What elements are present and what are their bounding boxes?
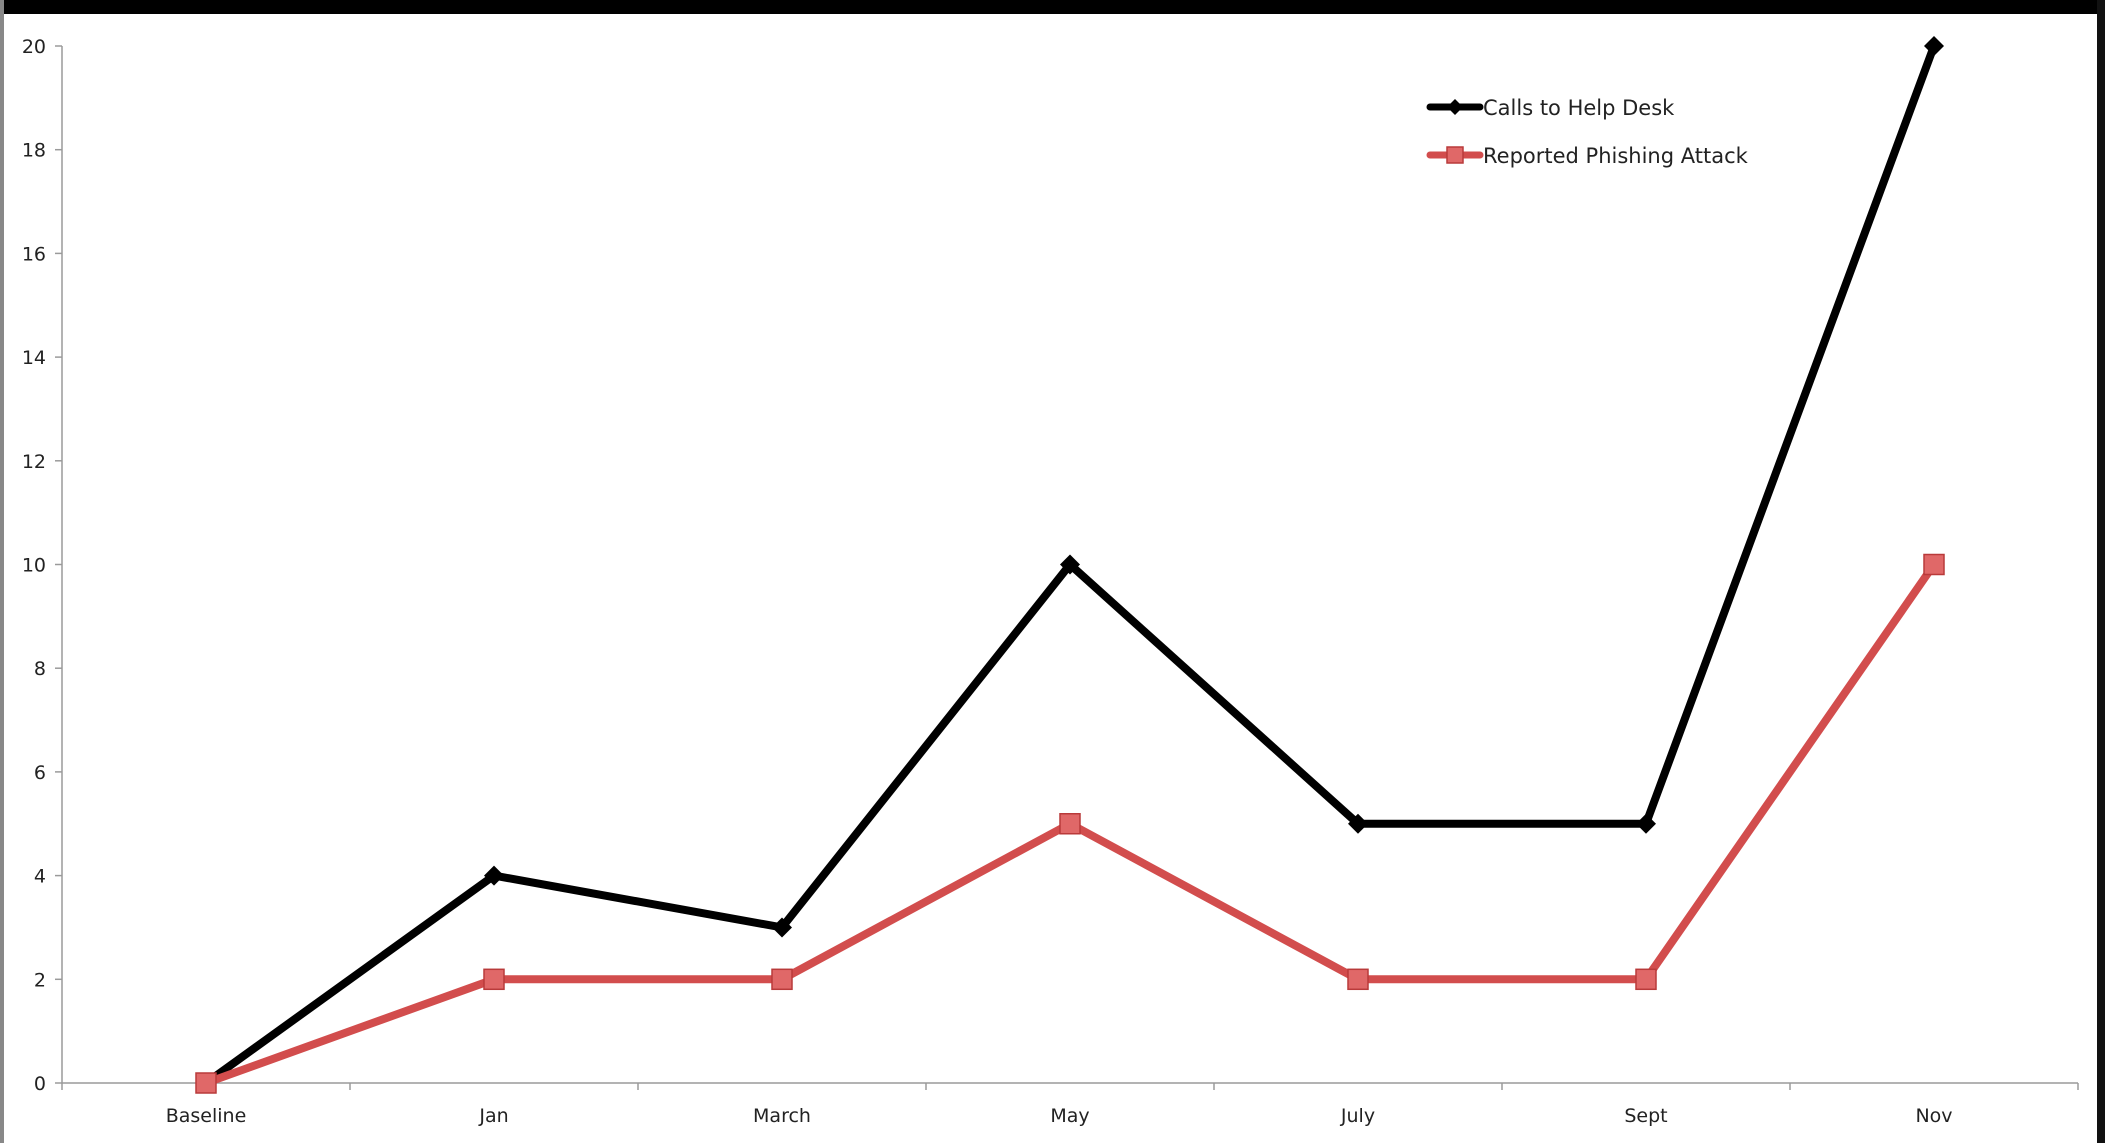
y-tick-label: 8 [34,658,46,680]
top-bar [0,0,2105,14]
y-axis: 0 2 4 6 8 10 12 14 16 18 20 [22,36,63,1095]
data-point [1635,968,1657,991]
y-tick-label: 10 [22,555,46,577]
x-tick-label: Baseline [166,1105,247,1127]
legend-label: Calls to Help Desk [1483,96,1675,120]
y-tick-label: 14 [22,347,46,369]
legend-label: Reported Phishing Attack [1483,144,1749,168]
legend: Calls to Help Desk Reported Phishing Atta… [1426,96,1749,168]
x-tick-label: Nov [1915,1105,1952,1127]
legend-swatch-marker [1447,99,1463,115]
y-tick-label: 4 [34,866,46,888]
right-border [2097,0,2105,1143]
data-point [1923,553,1945,576]
y-tick-label: 18 [22,140,46,162]
data-point [772,917,792,938]
x-tick-label: Jan [478,1105,508,1127]
y-tick-label: 16 [22,243,46,265]
data-point [484,865,504,886]
data-point [771,968,793,991]
data-point [1348,813,1368,834]
y-tick-label: 2 [34,969,46,991]
data-point [1059,813,1081,835]
x-axis: Baseline Jan March May July Sept Nov [61,1082,2079,1127]
data-point [195,1072,217,1094]
data-point [1924,36,1944,56]
series-1 [195,553,1945,1094]
x-tick-label: Sept [1624,1105,1667,1127]
data-point [1636,813,1656,834]
y-tick-label: 20 [22,36,46,58]
series-layer [195,36,1945,1094]
data-point [1060,554,1080,575]
data-point [1347,968,1369,991]
y-tick-label: 6 [34,762,46,784]
y-tick-label: 0 [34,1073,46,1095]
legend-item-1: Reported Phishing Attack [1426,144,1749,168]
left-border [0,0,4,1143]
x-tick-label: March [753,1105,811,1127]
legend-item-0: Calls to Help Desk [1426,96,1675,120]
x-tick-label: May [1050,1105,1089,1127]
x-tick-label: July [1340,1105,1375,1127]
legend-swatch-marker [1446,146,1464,164]
y-tick-label: 12 [22,451,46,473]
data-point [483,968,505,991]
